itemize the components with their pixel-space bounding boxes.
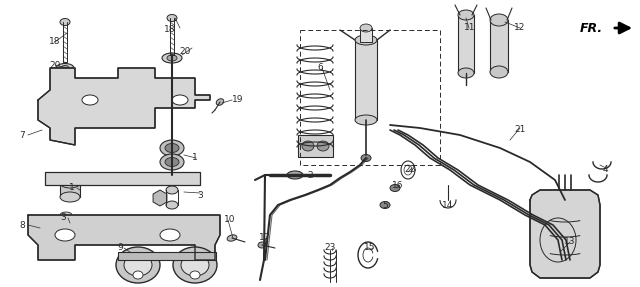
Text: 5: 5 (382, 201, 388, 210)
Text: 18: 18 (49, 38, 61, 46)
Text: 9: 9 (117, 243, 123, 253)
Polygon shape (530, 190, 600, 278)
Ellipse shape (380, 201, 390, 208)
Ellipse shape (60, 192, 80, 202)
Text: 7: 7 (19, 131, 25, 139)
Ellipse shape (167, 55, 177, 61)
Text: 16: 16 (392, 181, 404, 189)
Polygon shape (45, 172, 200, 185)
Ellipse shape (317, 141, 329, 151)
Text: 18: 18 (164, 26, 176, 34)
Text: 12: 12 (515, 24, 525, 32)
Text: 20: 20 (179, 48, 191, 57)
Ellipse shape (227, 235, 237, 241)
Text: 8: 8 (19, 220, 25, 230)
Bar (298, 135, 333, 157)
Ellipse shape (361, 154, 371, 162)
Polygon shape (153, 190, 167, 206)
Text: FR.: FR. (580, 22, 603, 34)
Text: 17: 17 (259, 234, 271, 243)
Ellipse shape (490, 14, 508, 26)
Text: 23: 23 (324, 243, 336, 253)
Bar (355, 40, 377, 120)
Ellipse shape (165, 144, 179, 152)
Text: 1: 1 (192, 154, 198, 162)
Text: 13: 13 (564, 238, 576, 247)
Bar (360, 28, 372, 42)
Ellipse shape (360, 24, 372, 32)
Ellipse shape (124, 254, 152, 276)
Bar (60, 183, 80, 197)
Text: 14: 14 (442, 201, 454, 210)
Bar (60, 215, 72, 231)
Text: 19: 19 (232, 96, 244, 104)
Bar (118, 252, 216, 260)
Ellipse shape (60, 228, 72, 234)
Ellipse shape (172, 95, 188, 105)
Ellipse shape (181, 254, 209, 276)
Ellipse shape (190, 271, 200, 279)
Ellipse shape (173, 247, 217, 283)
Ellipse shape (162, 53, 182, 63)
Text: 10: 10 (224, 216, 236, 224)
Text: 3: 3 (60, 214, 66, 222)
Text: 1: 1 (69, 183, 75, 193)
Ellipse shape (61, 65, 69, 71)
Ellipse shape (165, 158, 179, 166)
Ellipse shape (490, 66, 508, 78)
Text: 3: 3 (197, 191, 203, 199)
Ellipse shape (60, 178, 80, 188)
Ellipse shape (55, 229, 75, 241)
Ellipse shape (160, 154, 184, 170)
Ellipse shape (287, 171, 303, 179)
Ellipse shape (116, 247, 160, 283)
Text: 11: 11 (464, 24, 476, 32)
Ellipse shape (166, 186, 178, 194)
Ellipse shape (216, 99, 224, 105)
Ellipse shape (390, 185, 400, 191)
Ellipse shape (167, 15, 177, 22)
Text: 21: 21 (515, 125, 525, 135)
Text: 6: 6 (317, 63, 323, 73)
Ellipse shape (133, 271, 143, 279)
Polygon shape (38, 68, 210, 145)
Ellipse shape (166, 201, 178, 209)
Ellipse shape (355, 35, 377, 45)
Ellipse shape (458, 68, 474, 78)
Ellipse shape (60, 18, 70, 26)
Text: 20: 20 (49, 61, 61, 69)
Ellipse shape (258, 242, 266, 248)
Polygon shape (28, 215, 220, 260)
Ellipse shape (160, 229, 180, 241)
Bar (490, 20, 508, 72)
Ellipse shape (458, 10, 474, 20)
Ellipse shape (82, 95, 98, 105)
Ellipse shape (355, 115, 377, 125)
Ellipse shape (60, 212, 72, 218)
Text: 15: 15 (364, 243, 376, 253)
Ellipse shape (56, 63, 74, 73)
Text: 22: 22 (404, 166, 415, 174)
Bar (458, 15, 474, 73)
Ellipse shape (302, 141, 314, 151)
Ellipse shape (160, 140, 184, 156)
Text: 4: 4 (602, 166, 608, 174)
Text: 2: 2 (307, 170, 313, 179)
